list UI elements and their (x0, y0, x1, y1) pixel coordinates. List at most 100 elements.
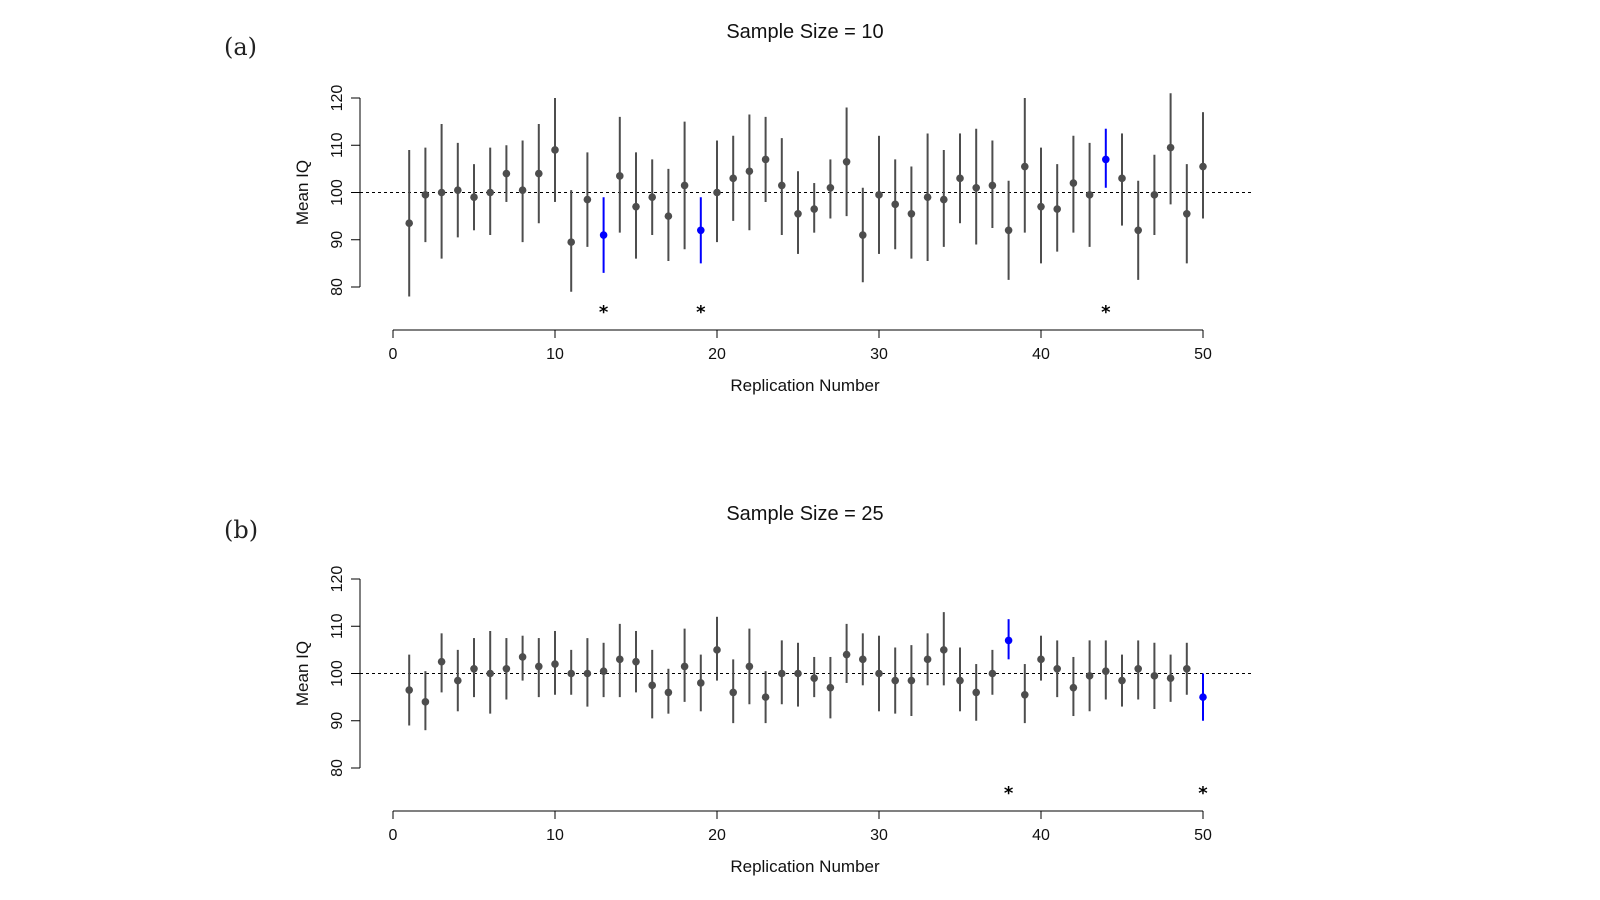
data-point (907, 209, 916, 218)
data-point (648, 681, 656, 690)
y-tick-label: 110 (329, 613, 346, 639)
x-axis: 0 10 20 30 40 50 Replication Number (389, 329, 1212, 395)
data-point (1134, 664, 1142, 673)
data-point (745, 662, 754, 671)
data-point (972, 183, 980, 192)
data-point (1021, 162, 1029, 171)
data-point (470, 664, 478, 673)
data-point (486, 669, 495, 678)
data-point (437, 657, 446, 666)
data-point (1085, 191, 1094, 199)
data-point (1069, 179, 1078, 187)
data-point (1118, 676, 1126, 685)
data-point (761, 693, 770, 701)
data-point (518, 653, 527, 661)
x-tick-label: 40 (1032, 346, 1050, 363)
data-point (1166, 143, 1175, 152)
y-axis: 80 90 100 110 120 Mean IQ (293, 85, 361, 296)
y-tick-label: 100 (329, 660, 346, 687)
significance-marker: * (1004, 783, 1014, 804)
data-point (778, 669, 786, 678)
y-tick-label: 90 (329, 712, 346, 730)
data-point (1118, 174, 1126, 183)
data-point (826, 683, 835, 692)
data-point (956, 676, 964, 685)
data-point (1134, 226, 1142, 235)
data-point (810, 205, 818, 213)
data-point (664, 688, 673, 697)
data-point (729, 174, 737, 183)
data-point (518, 186, 527, 194)
data-point (697, 226, 705, 235)
data-point (923, 193, 932, 202)
data-point (761, 155, 770, 164)
significance-marker: * (1101, 302, 1111, 323)
data-point (1199, 162, 1207, 171)
data-point (1053, 664, 1061, 673)
y-axis-label: Mean IQ (293, 160, 312, 225)
data-point (875, 669, 883, 678)
data-point (470, 193, 478, 202)
data-point (599, 231, 608, 239)
y-axis-label: Mean IQ (293, 641, 312, 706)
data-point (1199, 693, 1207, 701)
data-point (567, 238, 575, 246)
x-tick-label: 0 (389, 346, 398, 363)
data-point (583, 195, 592, 204)
chart-panel-2: (b) Sample Size = 25 80 90 100 110 120 Mean IQ 0… (224, 503, 1253, 876)
data-point (842, 157, 851, 166)
data-point (421, 698, 430, 706)
x-tick-label: 10 (546, 346, 564, 363)
data-point (1037, 202, 1045, 211)
data-point (891, 676, 899, 685)
data-points: * * (405, 612, 1208, 804)
data-point (405, 686, 414, 694)
x-tick-label: 20 (708, 346, 726, 363)
data-point (486, 188, 495, 197)
panel-label: (b) (224, 516, 258, 544)
data-point (680, 662, 689, 671)
x-tick-label: 50 (1194, 827, 1212, 844)
data-point (405, 219, 414, 228)
data-point (810, 674, 818, 683)
y-tick-label: 90 (329, 231, 346, 249)
data-point (1150, 672, 1159, 680)
y-tick-label: 110 (329, 132, 346, 158)
data-point (1004, 226, 1013, 235)
data-point (437, 188, 446, 197)
data-point (551, 660, 559, 668)
chart-title: Sample Size = 10 (726, 21, 883, 43)
x-tick-label: 20 (708, 827, 726, 844)
data-point (940, 195, 948, 204)
y-tick-label: 120 (329, 566, 346, 593)
data-point (940, 646, 948, 654)
x-tick-label: 0 (389, 827, 398, 844)
data-point (891, 200, 899, 209)
data-point (729, 688, 737, 697)
data-point (794, 669, 802, 678)
y-axis: 80 90 100 110 120 Mean IQ (293, 566, 361, 777)
x-tick-label: 30 (870, 827, 888, 844)
data-point (1166, 674, 1175, 683)
data-point (616, 172, 624, 180)
y-tick-label: 80 (329, 278, 346, 296)
significance-marker: * (696, 302, 706, 323)
data-point (988, 669, 997, 678)
y-tick-label: 80 (329, 759, 346, 777)
data-point (454, 186, 462, 194)
x-tick-label: 30 (870, 346, 888, 363)
data-point (599, 667, 608, 675)
data-point (826, 183, 835, 192)
data-point (454, 676, 462, 685)
data-point (859, 231, 867, 239)
y-tick-label: 120 (329, 85, 346, 112)
significance-marker: * (599, 302, 609, 323)
x-tick-label: 50 (1194, 346, 1212, 363)
data-point (859, 655, 867, 664)
chart-title: Sample Size = 25 (726, 503, 883, 525)
data-point (1102, 155, 1110, 164)
data-point (1085, 672, 1094, 680)
x-tick-label: 10 (546, 827, 564, 844)
